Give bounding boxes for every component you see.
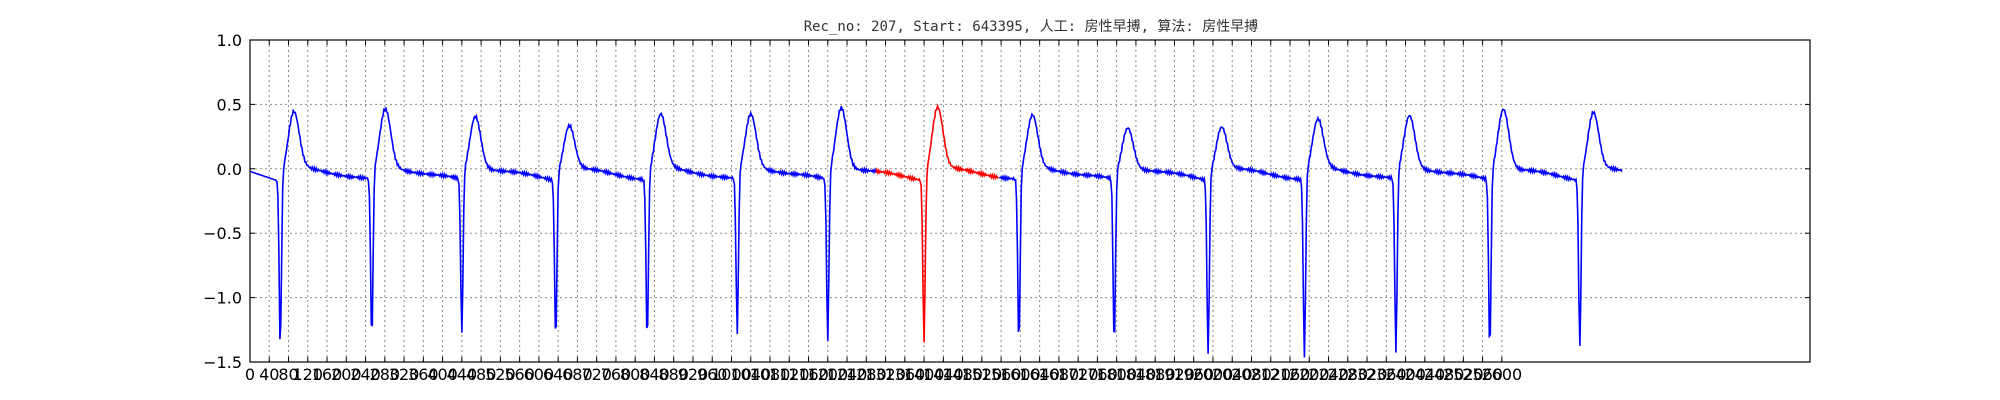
- x-tick-label: 280: [370, 365, 401, 384]
- y-tick-label: −0.5: [203, 224, 242, 243]
- x-tick-label: 560: [504, 365, 535, 384]
- chart-title: Rec_no: 207, Start: 643395, 人工: 房性早搏, 算法…: [804, 18, 1259, 35]
- x-tick-label: 1040: [730, 365, 771, 384]
- x-tick-label: 2320: [1347, 365, 1388, 384]
- x-tick-label: 240: [350, 365, 381, 384]
- x-tick-label: 1960: [1173, 365, 1214, 384]
- x-tick-label: 1880: [1135, 365, 1176, 384]
- x-tick-label: 600: [524, 365, 555, 384]
- x-tick-label: 2040: [1212, 365, 1253, 384]
- ecg-highlight-line: [875, 103, 999, 343]
- ecg-series-line: [249, 105, 877, 341]
- x-tick-label: 2400: [1385, 365, 1426, 384]
- series-layer: [249, 103, 1623, 358]
- x-tick-label: 1520: [961, 365, 1002, 384]
- x-tick-label: 800: [620, 365, 651, 384]
- grid-lines: [249, 40, 1810, 362]
- y-tick-label: 0.5: [217, 95, 242, 114]
- x-tick-label: 360: [408, 365, 439, 384]
- x-tick-label: 1800: [1096, 365, 1137, 384]
- x-tick-label: 160: [312, 365, 343, 384]
- x-tick-label: 1480: [942, 365, 983, 384]
- x-tick-label: 1440: [923, 365, 964, 384]
- x-tick-label: 2160: [1270, 365, 1311, 384]
- x-tick-label: 1560: [981, 365, 1022, 384]
- x-tick-label: 760: [601, 365, 632, 384]
- x-tick-label: 920: [678, 365, 709, 384]
- x-tick-label: 2200: [1289, 365, 1330, 384]
- x-tick-label: 80: [278, 365, 298, 384]
- x-tick-label: 1360: [884, 365, 925, 384]
- x-tick-label: 1720: [1058, 365, 1099, 384]
- x-tick-label: 520: [485, 365, 516, 384]
- x-tick-label: 1280: [846, 365, 887, 384]
- x-tick-label: 440: [447, 365, 478, 384]
- tick-labels: 0 408012016020024028032036040044048052056…: [203, 31, 1522, 384]
- y-tick-label: −1.5: [203, 353, 242, 372]
- x-tick-label: 840: [639, 365, 670, 384]
- plot-frame: [249, 39, 1811, 363]
- x-tick-label: 2480: [1424, 365, 1465, 384]
- x-tick-label: 480: [466, 365, 497, 384]
- x-tick-label: 2600: [1481, 365, 1522, 384]
- x-tick-label: 1680: [1039, 365, 1080, 384]
- y-tick-label: 0.0: [217, 160, 242, 179]
- y-tick-label: −1.0: [203, 289, 242, 308]
- y-tick-label: 1.0: [217, 31, 242, 50]
- x-tick-label: 1920: [1154, 365, 1195, 384]
- axis-ticks: [249, 39, 1810, 363]
- x-tick-label: 2280: [1327, 365, 1368, 384]
- x-tick-label: 1760: [1077, 365, 1118, 384]
- x-tick-label: 1600: [1000, 365, 1041, 384]
- x-tick-label: 200: [331, 365, 362, 384]
- x-tick-label: 1240: [827, 365, 868, 384]
- x-tick-label: 1400: [904, 365, 945, 384]
- x-tick-label: 1200: [807, 365, 848, 384]
- x-tick-label: 2560: [1462, 365, 1503, 384]
- x-tick-label: 960: [697, 365, 728, 384]
- x-tick-label: 1080: [750, 365, 791, 384]
- x-tick-label: 320: [389, 365, 420, 384]
- x-tick-label: 1120: [769, 365, 810, 384]
- ecg-series-line: [998, 108, 1623, 358]
- x-tick-label: 1160: [788, 365, 829, 384]
- x-tick-label: 2520: [1443, 365, 1484, 384]
- x-tick-label: 120: [293, 365, 324, 384]
- x-tick-label: 640: [543, 365, 574, 384]
- x-tick-label: 2120: [1250, 365, 1291, 384]
- x-tick-label: 1840: [1116, 365, 1157, 384]
- x-tick-label: 880: [658, 365, 689, 384]
- x-tick-label: 2440: [1404, 365, 1445, 384]
- x-tick-label: 2360: [1366, 365, 1407, 384]
- x-tick-label: 40: [259, 365, 279, 384]
- x-tick-label: 1000: [711, 365, 752, 384]
- x-tick-label: 720: [581, 365, 612, 384]
- x-tick-label: 1640: [1019, 365, 1060, 384]
- x-tick-label: 1320: [865, 365, 906, 384]
- x-tick-label: 400: [427, 365, 458, 384]
- x-tick-label: 0: [245, 365, 255, 384]
- x-tick-label: 2000: [1193, 365, 1234, 384]
- x-tick-label: 680: [562, 365, 593, 384]
- x-tick-label: 2240: [1308, 365, 1349, 384]
- x-tick-label: 2080: [1231, 365, 1272, 384]
